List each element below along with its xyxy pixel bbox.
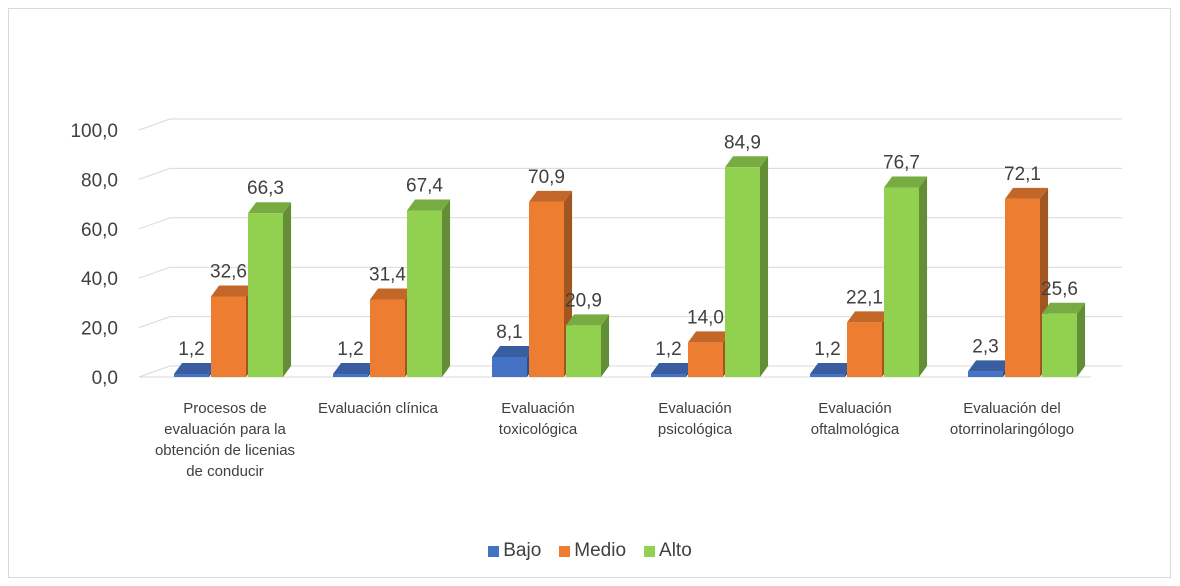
bar-top — [1005, 187, 1049, 199]
bar-top — [174, 363, 218, 375]
bar-alto — [248, 213, 283, 377]
gridline-side — [138, 118, 171, 131]
bar-top — [407, 199, 451, 211]
bar-top — [370, 288, 414, 300]
legend-label-medio: Medio — [574, 540, 627, 561]
bar-bajo — [810, 374, 845, 377]
legend-label-alto: Alto — [659, 540, 692, 561]
bar-alto — [884, 187, 919, 377]
bar-top — [333, 363, 377, 375]
bar-bajo — [968, 371, 1003, 377]
data-label: 22,1 — [846, 287, 883, 308]
bar-bajo — [174, 374, 209, 377]
bar-side — [1077, 302, 1086, 377]
bar-alto — [566, 325, 601, 377]
data-label: 1,2 — [337, 339, 363, 360]
bar-medio — [847, 322, 882, 377]
data-label: 14,0 — [687, 307, 724, 328]
data-label: 66,3 — [247, 178, 284, 199]
gridline-side — [138, 365, 171, 378]
bar-bajo — [333, 374, 368, 377]
category-label-3: Evaluación psicológica — [657, 400, 733, 438]
bar-top — [211, 285, 255, 297]
y-tick-label: 20,0 — [81, 319, 118, 340]
legend-item-medio: Medio — [559, 540, 626, 562]
data-label: 1,2 — [655, 339, 681, 360]
category-label-1: Evaluación clínica — [317, 400, 439, 417]
data-label: 31,4 — [369, 264, 406, 285]
bar-side — [283, 202, 292, 377]
bar-top — [968, 360, 1012, 372]
data-label: 8,1 — [496, 322, 522, 343]
bar-top — [688, 331, 732, 343]
bar-top — [529, 190, 573, 202]
bar-top — [651, 363, 695, 375]
y-tick-label: 0,0 — [92, 368, 118, 389]
bar-top — [810, 363, 854, 375]
bar-top — [1042, 302, 1086, 314]
data-label: 20,9 — [565, 290, 602, 311]
bar-top — [725, 156, 769, 168]
data-label: 84,9 — [724, 132, 761, 153]
bar-alto — [1042, 313, 1077, 377]
gridline-side — [138, 266, 171, 279]
legend-label-bajo: Bajo — [503, 540, 542, 561]
bar-bajo — [651, 374, 686, 377]
bar-medio — [370, 299, 405, 377]
data-label: 67,4 — [406, 176, 443, 197]
y-tick-label: 40,0 — [81, 269, 118, 290]
gridline-side — [138, 167, 171, 180]
data-label: 32,6 — [210, 261, 247, 282]
bar-medio — [1005, 198, 1040, 377]
bar-bajo — [492, 356, 527, 377]
y-tick-label: 60,0 — [81, 220, 118, 241]
bar-side — [442, 199, 451, 377]
category-label-0: Procesos de evaluación para la obtención… — [154, 400, 296, 480]
chart-frame — [8, 8, 1171, 578]
legend-item-alto: Alto — [644, 540, 692, 562]
bar-side — [601, 314, 610, 377]
gridline-side — [138, 217, 171, 230]
bar-top — [847, 311, 891, 323]
bar-top — [566, 314, 610, 326]
bar-side — [760, 156, 769, 377]
bar-medio — [529, 201, 564, 377]
legend-swatch-alto — [644, 545, 656, 557]
bar-medio — [688, 342, 723, 377]
data-label: 70,9 — [528, 167, 565, 188]
data-label: 25,6 — [1041, 279, 1078, 300]
y-tick-label: 100,0 — [70, 121, 118, 142]
category-label-2: Evaluación toxicológica — [498, 400, 578, 438]
gridline-side — [138, 316, 171, 329]
bar-medio — [211, 296, 246, 377]
legend-swatch-bajo — [488, 545, 500, 557]
data-label: 2,3 — [972, 336, 998, 357]
bar-alto — [725, 167, 760, 377]
data-label: 1,2 — [178, 339, 204, 360]
data-label: 76,7 — [883, 153, 920, 174]
y-tick-label: 80,0 — [81, 170, 118, 191]
bar-top — [884, 176, 928, 188]
data-label: 72,1 — [1004, 164, 1041, 185]
legend-item-bajo: Bajo — [488, 540, 541, 562]
category-label-4: Evaluación oftalmológica — [810, 400, 900, 438]
bar-alto — [407, 210, 442, 377]
bar-top — [248, 202, 292, 214]
bar-top — [492, 345, 536, 357]
legend-swatch-medio — [559, 545, 571, 557]
legend: Bajo Medio Alto — [0, 540, 1180, 562]
data-label: 1,2 — [814, 339, 840, 360]
category-label-5: Evaluación del otorrinolaringólogo — [949, 400, 1075, 438]
bar-side — [919, 176, 928, 377]
